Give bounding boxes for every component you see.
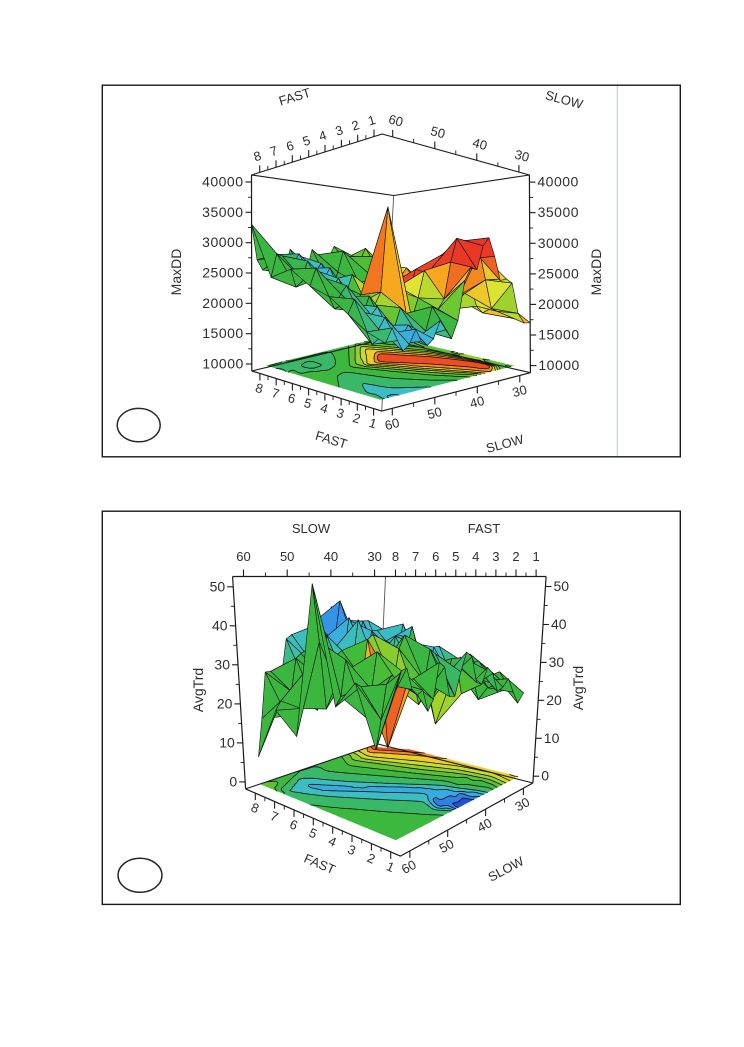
svg-text:0: 0 (541, 768, 549, 784)
svg-text:MaxDD: MaxDD (168, 249, 184, 296)
svg-text:25000: 25000 (202, 265, 243, 281)
svg-text:15000: 15000 (202, 325, 243, 341)
svg-text:30000: 30000 (538, 235, 579, 251)
svg-text:AvgTrd: AvgTrd (570, 666, 586, 710)
svg-text:60: 60 (236, 549, 250, 564)
svg-text:50: 50 (210, 578, 226, 594)
svg-text:30: 30 (367, 549, 381, 564)
svg-text:30000: 30000 (202, 234, 243, 250)
svg-text:8: 8 (392, 549, 399, 564)
svg-text:SLOW: SLOW (292, 521, 331, 536)
svg-text:30: 30 (214, 656, 230, 672)
svg-text:20: 20 (217, 695, 233, 711)
svg-text:3: 3 (492, 549, 499, 564)
svg-text:7: 7 (412, 549, 419, 564)
svg-text:6: 6 (432, 549, 439, 564)
svg-text:40000: 40000 (202, 174, 243, 190)
svg-text:50: 50 (554, 578, 570, 594)
svg-text:25000: 25000 (538, 265, 579, 281)
svg-text:FAST: FAST (468, 521, 501, 536)
svg-text:10000: 10000 (538, 357, 579, 373)
svg-text:40000: 40000 (537, 174, 578, 190)
svg-text:20000: 20000 (538, 296, 579, 312)
svg-text:35000: 35000 (538, 204, 579, 220)
svg-text:20: 20 (546, 692, 562, 708)
svg-text:4: 4 (472, 549, 479, 564)
svg-text:MaxDD: MaxDD (588, 249, 604, 296)
svg-text:15000: 15000 (538, 327, 579, 343)
svg-text:5: 5 (452, 549, 459, 564)
svg-text:40: 40 (212, 617, 228, 633)
svg-text:30: 30 (549, 654, 565, 670)
svg-text:50: 50 (280, 549, 294, 564)
svg-text:2: 2 (512, 549, 519, 564)
svg-text:40: 40 (551, 616, 567, 632)
svg-text:10000: 10000 (202, 356, 243, 372)
svg-text:20000: 20000 (202, 295, 243, 311)
svg-text:1: 1 (532, 549, 539, 564)
svg-text:35000: 35000 (202, 204, 243, 220)
svg-text:10: 10 (544, 730, 560, 746)
svg-text:40: 40 (324, 549, 338, 564)
svg-text:10: 10 (219, 734, 235, 750)
svg-text:AvgTrd: AvgTrd (190, 668, 206, 712)
svg-text:0: 0 (229, 773, 237, 789)
